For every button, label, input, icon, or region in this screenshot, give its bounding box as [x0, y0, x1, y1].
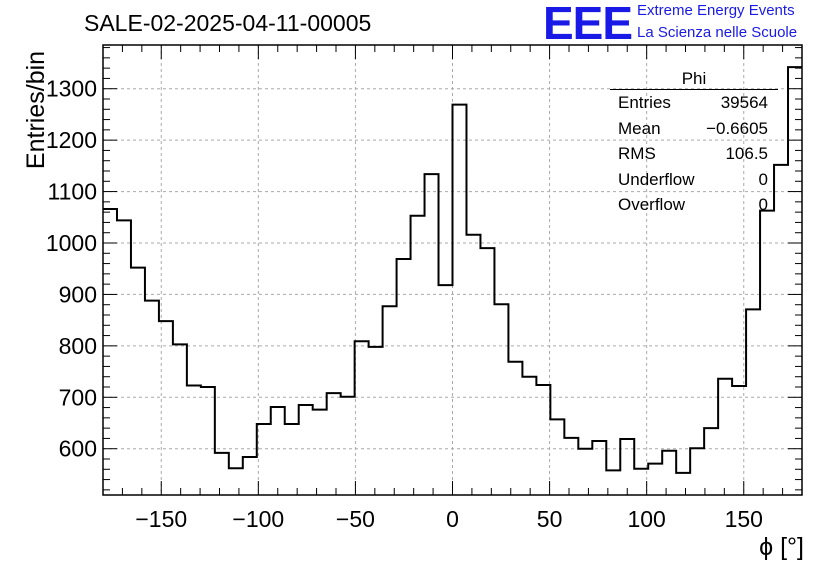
stats-row-mean: Mean −0.6605 [610, 116, 778, 142]
logo-line-1: Extreme Energy Events [637, 2, 795, 19]
y-tick-label: 1300 [46, 76, 97, 102]
stats-label: Mean [618, 118, 661, 138]
stats-value: −0.6605 [706, 118, 768, 138]
x-tick-label: −50 [336, 506, 375, 532]
stats-row-entries: Entries 39564 [610, 90, 778, 116]
stats-label: RMS [618, 144, 656, 163]
stats-row-overflow: Overflow 0 [610, 192, 778, 218]
x-axis-label: ϕ [°] [759, 533, 804, 561]
histogram-line [103, 66, 802, 474]
y-tick-label: 1000 [46, 230, 97, 256]
stats-value: 106.5 [725, 144, 768, 163]
x-tick-label: 100 [627, 506, 665, 532]
x-tick-label: −150 [135, 506, 187, 532]
stats-label: Entries [618, 93, 671, 112]
plot-frame [102, 44, 803, 496]
stats-box: Phi Entries 39564 Mean −0.6605 RMS 106.5… [610, 69, 778, 218]
x-tick-label: 0 [446, 506, 459, 532]
y-tick-label: 1200 [46, 127, 97, 153]
stats-label: Underflow [618, 169, 695, 189]
stats-value: 0 [758, 169, 768, 189]
stats-label: Overflow [618, 195, 686, 214]
y-tick-label: 800 [59, 333, 97, 359]
y-tick-label: 700 [59, 384, 97, 410]
y-tick-label: 900 [59, 281, 97, 307]
stats-value: 0 [758, 195, 768, 214]
stats-value: 39564 [720, 93, 768, 112]
x-tick-label: 150 [725, 506, 763, 532]
stats-row-rms: RMS 106.5 [610, 141, 778, 167]
stats-row-underflow: Underflow 0 [610, 167, 778, 193]
eee-logo: EEE [543, 0, 633, 49]
logo-line-2: La Scienza nelle Scuole [637, 24, 798, 41]
chart-title: SALE-02-2025-04-11-00005 [84, 10, 372, 36]
stats-title: Phi [610, 69, 778, 90]
y-tick-label: 600 [59, 436, 97, 462]
y-tick-label: 1100 [48, 179, 97, 205]
x-tick-label: −100 [232, 506, 284, 532]
x-tick-label: 50 [537, 506, 563, 532]
